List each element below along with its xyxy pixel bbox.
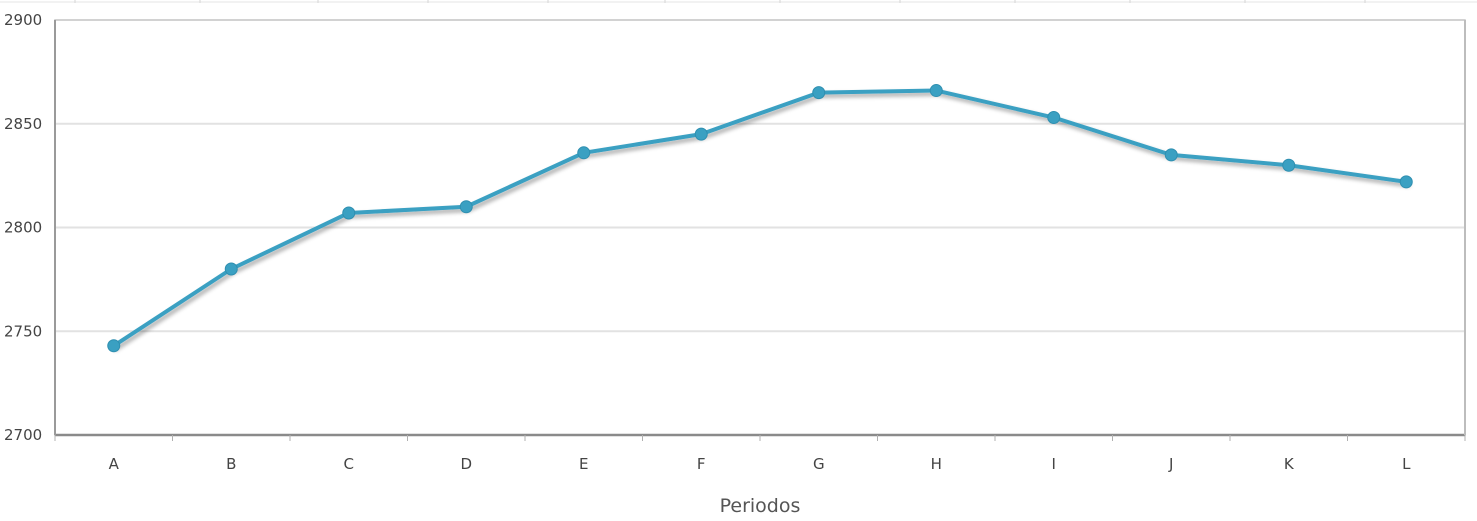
x-tick-label: C bbox=[344, 455, 354, 473]
x-axis-title: Periodos bbox=[720, 495, 801, 517]
grid-lines bbox=[55, 122, 1465, 333]
data-point[interactable] bbox=[1164, 148, 1178, 162]
data-point[interactable] bbox=[1047, 111, 1061, 125]
data-point[interactable] bbox=[812, 86, 826, 100]
x-tick-label: J bbox=[1168, 455, 1173, 473]
x-tick-label: L bbox=[1402, 455, 1411, 473]
data-point[interactable] bbox=[577, 146, 591, 160]
y-tick-label: 2900 bbox=[4, 11, 42, 29]
x-tick-label: B bbox=[226, 455, 236, 473]
x-tick-label: K bbox=[1284, 455, 1295, 473]
x-tick-label: G bbox=[813, 455, 825, 473]
data-point[interactable] bbox=[929, 84, 943, 98]
data-point[interactable] bbox=[107, 339, 121, 353]
x-tick-label: F bbox=[697, 455, 706, 473]
data-point[interactable] bbox=[342, 206, 356, 220]
x-tick-label: I bbox=[1052, 455, 1056, 473]
data-point[interactable] bbox=[1399, 175, 1413, 189]
x-axis-ticks: A B C D E F G H I J K L bbox=[54, 435, 1466, 473]
y-tick-label: 2850 bbox=[4, 115, 42, 133]
y-tick-label: 2750 bbox=[4, 322, 42, 340]
x-tick-label: H bbox=[931, 455, 942, 473]
x-tick-label: E bbox=[579, 455, 588, 473]
data-point[interactable] bbox=[224, 262, 238, 276]
top-divider-strip bbox=[0, 0, 1477, 3]
data-point[interactable] bbox=[694, 127, 708, 141]
y-tick-label: 2700 bbox=[4, 426, 42, 444]
series-group bbox=[107, 84, 1413, 353]
x-tick-label: D bbox=[460, 455, 472, 473]
y-axis-ticks: 2700 2750 2800 2850 2900 bbox=[4, 11, 42, 444]
data-point[interactable] bbox=[1282, 158, 1296, 172]
y-tick-label: 2800 bbox=[4, 219, 42, 237]
series-line bbox=[111, 88, 1409, 348]
data-point[interactable] bbox=[459, 200, 473, 214]
x-tick-label: A bbox=[109, 455, 120, 473]
